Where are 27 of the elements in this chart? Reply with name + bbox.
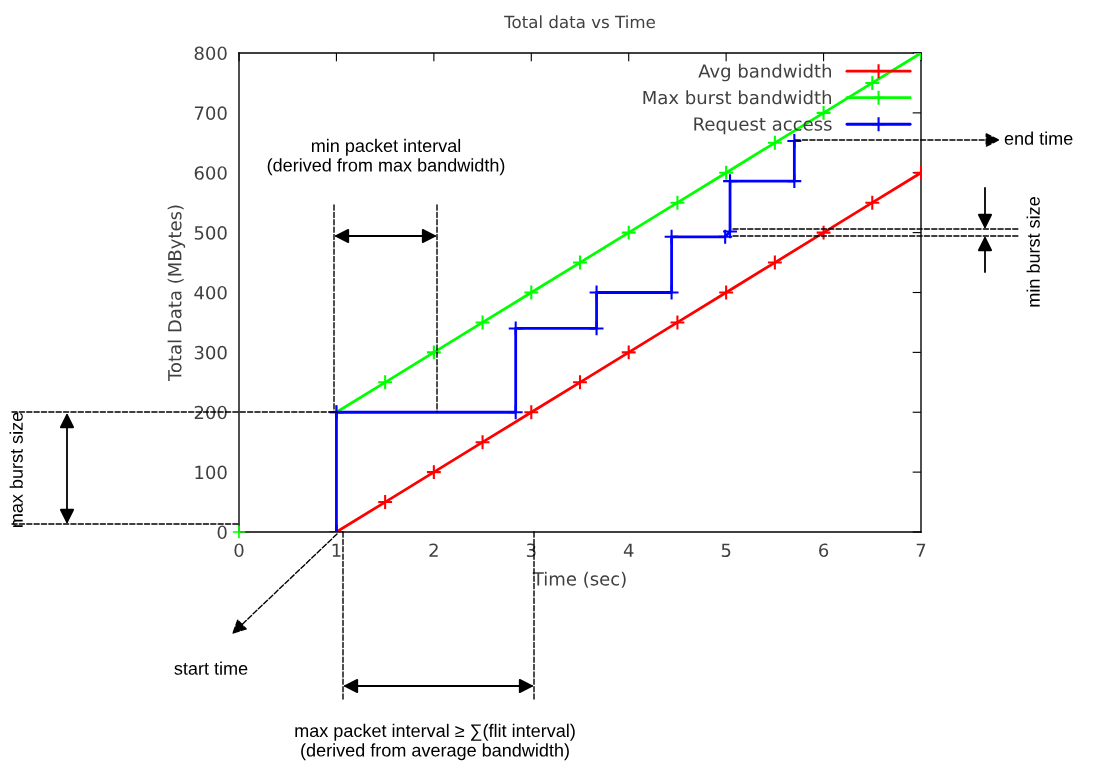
y-tick-label: 400 <box>194 285 227 300</box>
text: start time <box>174 661 248 675</box>
y-tick-label: 100 <box>195 465 227 480</box>
legend-label: Avg bandwidth <box>698 63 831 82</box>
chart-title: Total data vs Time <box>504 15 655 29</box>
y-tick-label: 700 <box>194 106 227 120</box>
text: max burst size <box>9 412 23 527</box>
x-tick-label: 5 <box>721 543 731 558</box>
x-tick-label: 7 <box>916 543 926 557</box>
y-tick-label: 500 <box>194 226 227 240</box>
y-tick-label: 600 <box>194 166 227 180</box>
x-tick-label: 0 <box>234 543 244 558</box>
y-axis-title: Total Data (MBytes) <box>167 205 186 382</box>
x-tick-label: 6 <box>819 543 829 558</box>
y-tick-label: 300 <box>194 345 227 360</box>
text: end time <box>1004 131 1073 145</box>
text: min burst size <box>1026 197 1040 307</box>
x-tick-label: 4 <box>623 543 634 557</box>
x-tick-label: 1 <box>332 543 341 557</box>
annotation: min packet interval (derived from max bandwidth) <box>267 138 505 176</box>
x-tick-label: 2 <box>429 543 438 557</box>
y-tick-label: 0 <box>217 525 227 540</box>
legend-label: Max burst bandwidth <box>643 90 831 105</box>
x-tick-label: 3 <box>526 543 536 558</box>
text: max packet interval ≥ ∑(flit interval) (derived from average bandwidth) <box>295 723 575 761</box>
y-tick-label: 800 <box>194 46 227 61</box>
x-axis-title: Time (sec) <box>532 571 626 588</box>
